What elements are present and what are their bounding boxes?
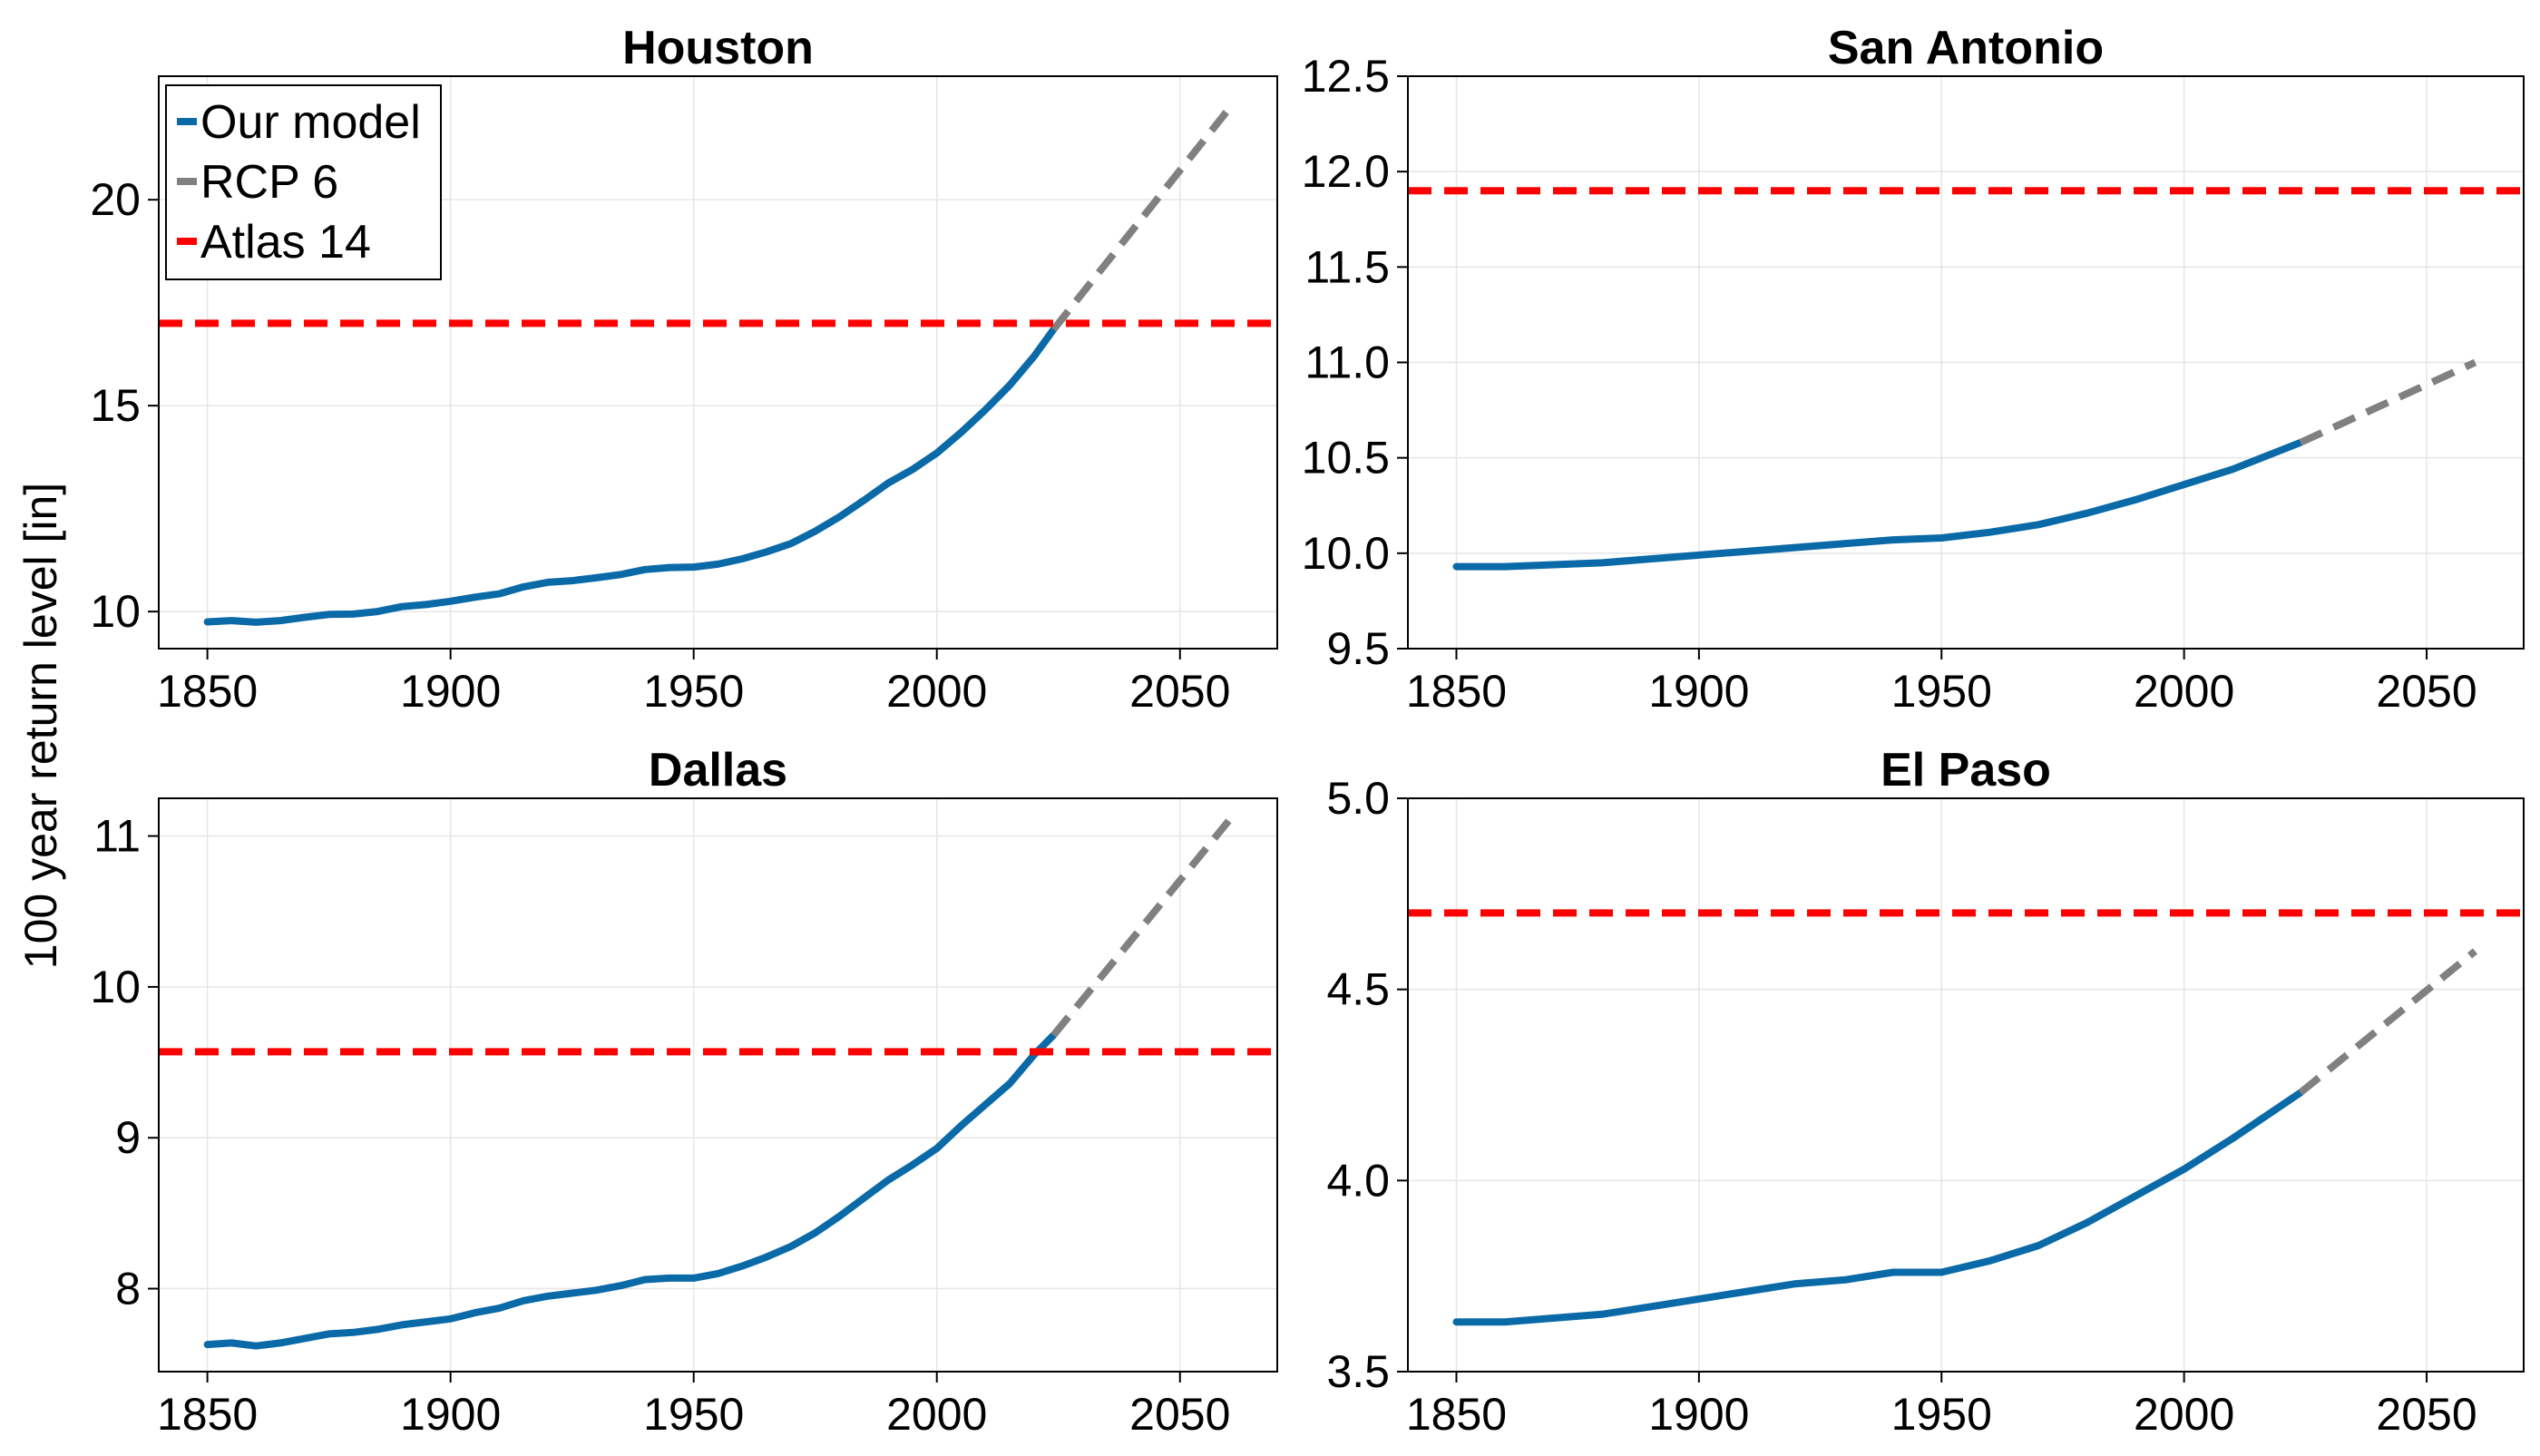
series-line-our-model <box>1452 438 2304 571</box>
x-tick-label: 1900 <box>1648 1389 1749 1440</box>
legend-box <box>165 84 442 280</box>
legend-label: RCP 6 <box>200 156 338 209</box>
chart-title: Dallas <box>649 744 787 796</box>
y-tick-label: 10 <box>90 586 141 637</box>
series-line-our-model <box>203 1031 1058 1350</box>
y-tick-label: 10 <box>90 962 141 1012</box>
y-tick-label: 5.0 <box>1326 773 1390 824</box>
plot-frame <box>1407 797 2525 1373</box>
y-tick-label: 10.0 <box>1302 528 1390 579</box>
y-tick-label: 9 <box>115 1112 141 1163</box>
y-tick-label: 11.5 <box>1304 241 1390 292</box>
x-tick-label: 2050 <box>1129 1389 1230 1440</box>
y-tick-label: 3.5 <box>1326 1346 1390 1397</box>
panel-el-paso: 1850 1900 1950 2000 2050 3.5 4.0 4.5 5.0 El Paso <box>1326 744 2525 1440</box>
x-tick-label: 2000 <box>2134 1389 2234 1440</box>
x-tick-label: 1850 <box>1406 1389 1507 1440</box>
x-tick-label: 2050 <box>2376 666 2476 717</box>
y-tick-label: 9.5 <box>1326 623 1390 674</box>
panel-dallas: 1850 1900 1950 2000 2050 8 9 10 11 Dallas <box>90 744 1278 1440</box>
series-line-rcp-6 <box>1050 106 1232 332</box>
x-tick-label: 2000 <box>886 1389 987 1440</box>
series-line-our-model <box>1452 1089 2304 1326</box>
plot-frame <box>158 75 1278 650</box>
x-tick-label: 2050 <box>1129 666 1230 717</box>
x-tick-label: 1900 <box>400 666 501 717</box>
x-tick-label: 2050 <box>2376 1389 2476 1440</box>
y-tick-label: 12.0 <box>1302 146 1390 197</box>
y-tick-label: 10.5 <box>1302 433 1390 484</box>
x-tick-label: 1850 <box>157 666 258 717</box>
legend-label: Our model <box>200 96 421 149</box>
x-tick-label: 1850 <box>157 1389 258 1440</box>
panel-houston: 1850 1900 1950 2000 2050 10 15 20 Houston <box>90 22 1278 717</box>
x-tick-label: 1850 <box>1406 666 1507 717</box>
y-tick-label: 4.0 <box>1326 1155 1390 1206</box>
x-tick-label: 1950 <box>1891 666 1992 717</box>
y-tick-label: 11.0 <box>1304 337 1390 388</box>
series-line-rcp-6 <box>2299 358 2477 446</box>
y-tick-label: 11 <box>93 811 141 862</box>
x-tick-label: 1900 <box>1648 666 1749 717</box>
x-tick-label: 2000 <box>886 666 987 717</box>
chart-title: Houston <box>622 22 814 74</box>
y-tick-label: 12.5 <box>1302 51 1390 102</box>
x-tick-label: 1950 <box>1891 1389 1992 1440</box>
y-tick-label: 20 <box>90 174 141 225</box>
chart-title: San Antonio <box>1828 22 2104 74</box>
y-tick-label: 4.5 <box>1326 964 1390 1015</box>
y-axis-label: 100 year return level [in] <box>15 483 66 969</box>
legend-label: Atlas 14 <box>200 216 371 269</box>
x-tick-label: 2000 <box>2134 666 2234 717</box>
x-tick-label: 1950 <box>643 1389 744 1440</box>
x-tick-label: 1950 <box>643 666 744 717</box>
y-tick-label: 15 <box>90 380 141 431</box>
series-line-our-model <box>203 326 1058 626</box>
legend: Our model RCP 6 Atlas 14 <box>165 84 442 280</box>
series-line-rcp-6 <box>1050 818 1232 1038</box>
y-tick-label: 8 <box>115 1264 141 1314</box>
series-line-rcp-6 <box>2298 948 2478 1096</box>
chart-title: El Paso <box>1881 744 2051 796</box>
panel-san-antonio: 1850 1900 1950 2000 2050 9.5 10.0 10.5 11.0 11.5 1… <box>1302 22 2525 717</box>
plot-frame <box>158 797 1278 1373</box>
x-tick-label: 1900 <box>400 1389 501 1440</box>
